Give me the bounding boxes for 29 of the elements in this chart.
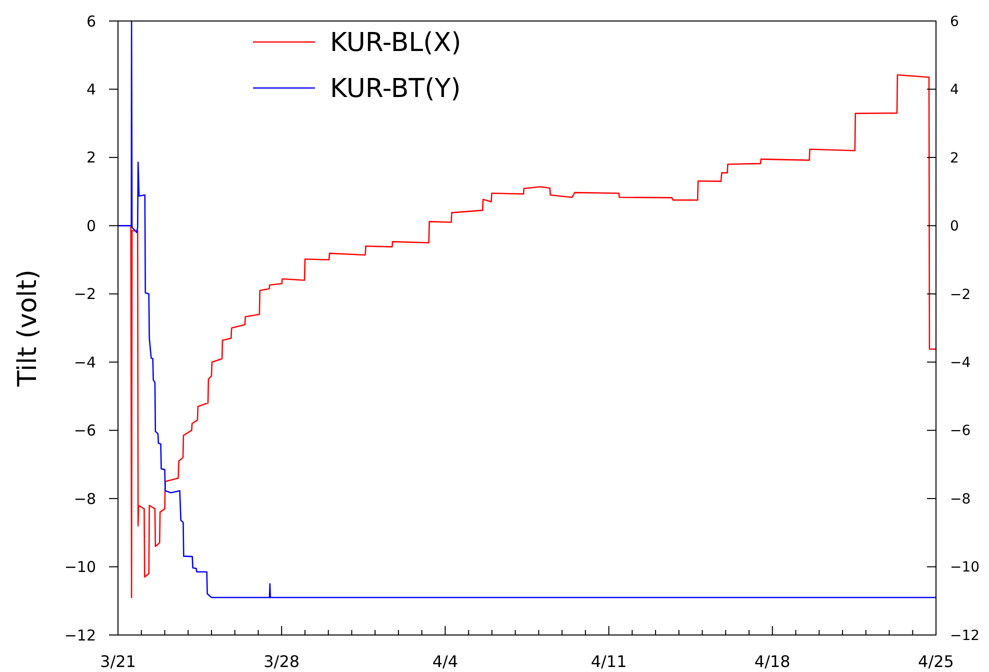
legend-label: KUR-BL(X) [330,28,462,58]
y-tick-label: 4 [86,80,96,98]
y-axis-title: Tilt (volt) [13,270,43,388]
y-tick-label: −6 [74,422,96,440]
y2-tick-label: −12 [950,628,980,644]
x-tick-label: 3/21 [100,652,136,671]
y-tick-label: 0 [86,216,96,235]
y2-tick-label: −6 [950,423,971,440]
y-tick-label: −2 [74,285,96,304]
y-tick-label: 6 [86,12,96,30]
y2-tick-label: 2 [950,150,959,166]
y2-tick-label: −4 [950,355,971,372]
y2-tick-label: −8 [950,491,971,508]
y-tick-label: −10 [64,558,96,576]
y-tick-label: −12 [64,626,96,644]
y-tick-label: −8 [74,490,96,508]
y2-tick-label: −2 [950,286,971,303]
x-tick-label: 4/18 [754,652,790,671]
y2-tick-label: 0 [950,218,959,235]
y2-tick-label: 4 [950,82,959,98]
x-tick-label: 4/4 [432,652,458,671]
y-tick-label: −4 [74,353,96,372]
x-tick-label: 3/28 [264,652,300,671]
y2-tick-label: −10 [950,560,980,576]
y-tick-label: 2 [86,148,96,167]
x-tick-label: 4/11 [590,652,627,671]
x-tick-label: 4/25 [918,652,954,671]
y2-tick-label: 6 [950,14,959,30]
legend-label: KUR-BT(Y) [330,74,461,104]
